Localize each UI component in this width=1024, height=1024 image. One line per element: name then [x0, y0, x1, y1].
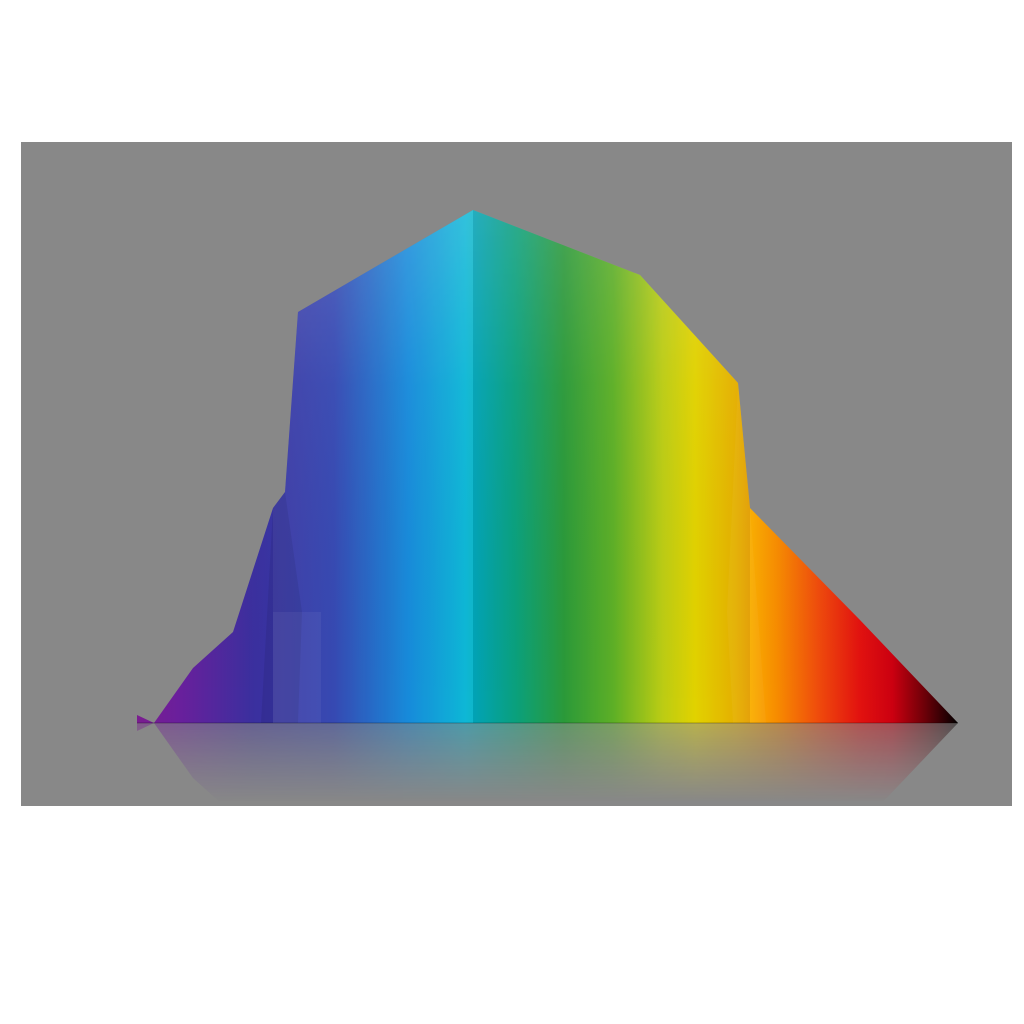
surface-reflection — [137, 723, 958, 806]
central-peak-right-facet — [473, 210, 750, 723]
valley-highlight-left — [273, 612, 321, 723]
left-peak-right-facet — [261, 492, 302, 723]
plot-axes-area — [21, 142, 1012, 806]
surface-plot-svg — [137, 210, 958, 806]
central-peak-left-facet — [273, 210, 473, 723]
surface-body — [137, 210, 958, 723]
right-peak-left-facet — [727, 383, 766, 723]
